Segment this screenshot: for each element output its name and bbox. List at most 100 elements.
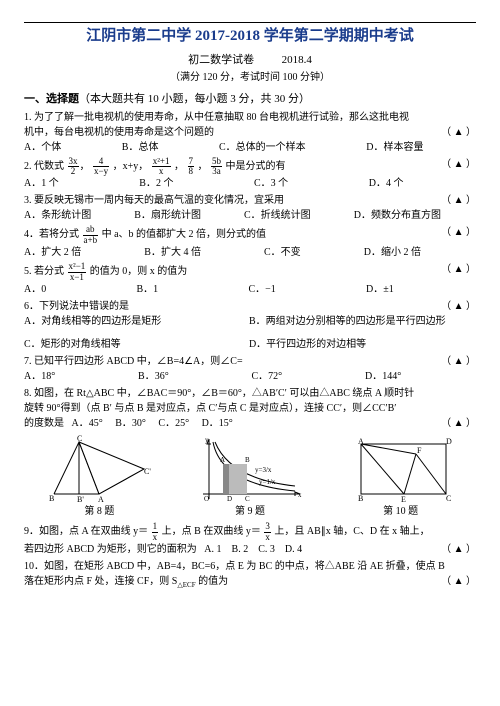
q5-before: 5. 若分式 xyxy=(24,266,67,277)
q4-B: B．扩大 4 倍 xyxy=(144,245,256,260)
svg-text:B: B xyxy=(358,494,363,503)
q1-A: A．个体 xyxy=(24,140,114,155)
q2-B: B．2 个 xyxy=(139,176,246,191)
svg-text:A: A xyxy=(220,456,225,464)
q9-C: C. 3 xyxy=(258,544,275,555)
q9-l2-row: 若四边形 ABCD 为矩形，则它的面积为 A. 1 B. 2 C. 3 D. 4… xyxy=(24,542,476,557)
q6-opts: A．对角线相等的四边形是矩形 B．两组对边分别相等的四边形是平行四边形 C．矩形… xyxy=(24,314,476,352)
figures-row: C B B' A C' 第 8 题 x y A B D C xyxy=(24,434,476,519)
q4-after: 中 a、b 的值都扩大 2 倍，则分式的值 xyxy=(102,230,266,241)
svg-text:C': C' xyxy=(144,467,151,476)
q2-mid3: ， xyxy=(198,161,208,172)
q1-opts: A．个体 B．总体 C．总体的一个样本 D．样本容量 xyxy=(24,140,476,155)
q6-B: B．两组对边分别相等的四边形是平行四边形 xyxy=(249,314,466,329)
svg-text:E: E xyxy=(401,495,406,504)
q9-after: 上，且 AB∥x 轴，C、D 在 x 轴上， xyxy=(274,526,429,537)
section-1-head: 一、选择题（本大题共有 10 小题，每小题 3 分，共 30 分） xyxy=(24,91,476,108)
q9-l2: 若四边形 ABCD 为矩形，则它的面积为 xyxy=(24,544,197,555)
q5-row: 5. 若分式 x²−1x−1 的值为 0，则 x 的值为 （ ▲ ） xyxy=(24,262,476,282)
q1: 1. 为了了解一批电视机的使用寿命，从中任意抽取 80 台电视机进行试验，那么这… xyxy=(24,110,476,155)
q4-frac: aba+b xyxy=(83,225,99,245)
q5-blank: （ ▲ ） xyxy=(441,262,476,277)
q5-A: A．0 xyxy=(24,282,129,297)
q9-blank: （ ▲ ） xyxy=(441,542,476,557)
svg-text:A: A xyxy=(358,437,364,446)
svg-text:D: D xyxy=(227,495,232,503)
svg-text:D: D xyxy=(446,437,452,446)
q2-stem: 2. 代数式 xyxy=(24,161,67,172)
q1-line2-row: 机中，每台电视机的使用寿命是这个问题的 （ ▲ ） xyxy=(24,125,476,140)
q2-tail: 中是分式的有 xyxy=(226,161,286,172)
q3-A: A．条形统计图 xyxy=(24,208,126,223)
q10: 10．如图，在矩形 ABCD 中，AB=4，BC=6，点 E 为 BC 的中点，… xyxy=(24,559,476,591)
q3-D: D．频数分布直方图 xyxy=(354,208,476,223)
svg-text:B: B xyxy=(245,456,250,464)
subtitle-row: 初二数学试卷 2018.4 xyxy=(24,52,476,69)
q2-A: A．1 个 xyxy=(24,176,131,191)
q8-A: A．45° xyxy=(72,418,103,429)
q4-C: C．不变 xyxy=(264,245,356,260)
q2-mid1: ，x+y， xyxy=(113,161,149,172)
q8-l2: 旋转 90°得到（点 B′ 与点 B 是对应点，点 C′与点 C 是对应点），连… xyxy=(24,401,476,416)
q5-frac: x²−1x−1 xyxy=(68,262,87,282)
q2-blank: （ ▲ ） xyxy=(441,157,476,172)
q7-B: B．36° xyxy=(138,369,243,384)
svg-text:y=3/x: y=3/x xyxy=(255,466,272,474)
fig9-label: 第 9 题 xyxy=(195,504,305,519)
q3-blank: （ ▲ ） xyxy=(441,193,476,208)
section-1-bold: 一、选择题 xyxy=(24,93,79,105)
q10-l2b: 的值为 xyxy=(196,576,229,587)
top-rule xyxy=(24,22,476,23)
fig10-svg: A D B E C F xyxy=(346,434,456,504)
q6-A: A．对角线相等的四边形是矩形 xyxy=(24,314,241,329)
q2: 2. 代数式 3x2， 4x−y ，x+y， x²+1x ， 78 ， 5b3a… xyxy=(24,157,476,192)
q7-opts: A．18° B．36° C．72° D．144° xyxy=(24,369,476,384)
q10-sub: △ECF xyxy=(177,581,195,589)
q8-l3: 的度数是 xyxy=(24,418,64,429)
q9-B: B. 2 xyxy=(232,544,249,555)
q9-before1: 9．如图，点 A 在双曲线 y＝ xyxy=(24,526,148,537)
q9-frac2: 3x xyxy=(264,522,271,542)
q2-opts: A．1 个 B．2 个 C．3 个 D．4 个 xyxy=(24,176,476,191)
q4-A: A．扩大 2 倍 xyxy=(24,245,136,260)
meta: （满分 120 分，考试时间 100 分钟） xyxy=(24,70,476,85)
q1-B: B．总体 xyxy=(122,140,211,155)
q9-A: A. 1 xyxy=(204,544,221,555)
q7-row: 7. 已知平行四边形 ABCD 中，∠B=4∠A，则∠C= （ ▲ ） xyxy=(24,354,476,369)
q2-frac4: 78 xyxy=(188,157,195,177)
q10-l2a: 落在矩形内点 F 处，连接 CF，则 S xyxy=(24,576,177,587)
q7-C: C．72° xyxy=(252,369,357,384)
q8-l3-row: 的度数是 A．45° B．30° C．25° D．15° （ ▲ ） xyxy=(24,416,476,431)
q1-C: C．总体的一个样本 xyxy=(219,140,358,155)
svg-text:C: C xyxy=(245,495,250,503)
q2-C: C．3 个 xyxy=(254,176,361,191)
svg-text:B: B xyxy=(49,494,54,503)
q6-stem: 6．下列说法中错误的是 xyxy=(24,301,129,312)
q3-stem: 3. 要反映无锡市一周内每天的最高气温的变化情况，宜采用 xyxy=(24,195,284,206)
q9-frac1: 1x xyxy=(152,522,159,542)
q1-blank: （ ▲ ） xyxy=(441,125,476,140)
svg-text:y=1/x: y=1/x xyxy=(259,478,276,486)
q6-C: C．矩形的对角线相等 xyxy=(24,337,241,352)
q4-opts: A．扩大 2 倍 B．扩大 4 倍 C．不变 D．缩小 2 倍 xyxy=(24,245,476,260)
exam-title: 江阴市第二中学 2017-2018 学年第二学期期中考试 xyxy=(24,25,476,48)
fig10-label: 第 10 题 xyxy=(346,504,456,519)
q2-stem-row: 2. 代数式 3x2， 4x−y ，x+y， x²+1x ， 78 ， 5b3a… xyxy=(24,157,476,177)
q4-blank: （ ▲ ） xyxy=(441,225,476,240)
q5-D: D．±1 xyxy=(366,282,476,297)
fig8-label: 第 8 题 xyxy=(44,504,154,519)
q1-line2: 机中，每台电视机的使用寿命是这个问题的 xyxy=(24,127,214,138)
q8-l1: 8. 如图，在 Rt△ABC 中，∠BAC＝90°，∠B＝60°，△AB′C′ … xyxy=(24,386,476,401)
figure-9: x y A B D C O y=3/x y=1/x 第 9 题 xyxy=(195,434,305,519)
q7-stem: 7. 已知平行四边形 ABCD 中，∠B=4∠A，则∠C= xyxy=(24,356,243,367)
q9-l1: 9．如图，点 A 在双曲线 y＝ 1x 上，点 B 在双曲线 y＝ 3x 上，且… xyxy=(24,522,476,542)
q2-mid2: ， xyxy=(174,161,184,172)
q5-after: 的值为 0，则 x 的值为 xyxy=(90,266,188,277)
q8-blank: （ ▲ ） xyxy=(441,416,476,431)
q10-blank: （ ▲ ） xyxy=(441,574,476,589)
date: 2018.4 xyxy=(282,54,312,66)
q8-D: D．15° xyxy=(202,418,233,429)
fig9-svg: x y A B D C O y=3/x y=1/x xyxy=(195,434,305,504)
q8-C: C．25° xyxy=(158,418,189,429)
q3-C: C．折线统计图 xyxy=(244,208,346,223)
